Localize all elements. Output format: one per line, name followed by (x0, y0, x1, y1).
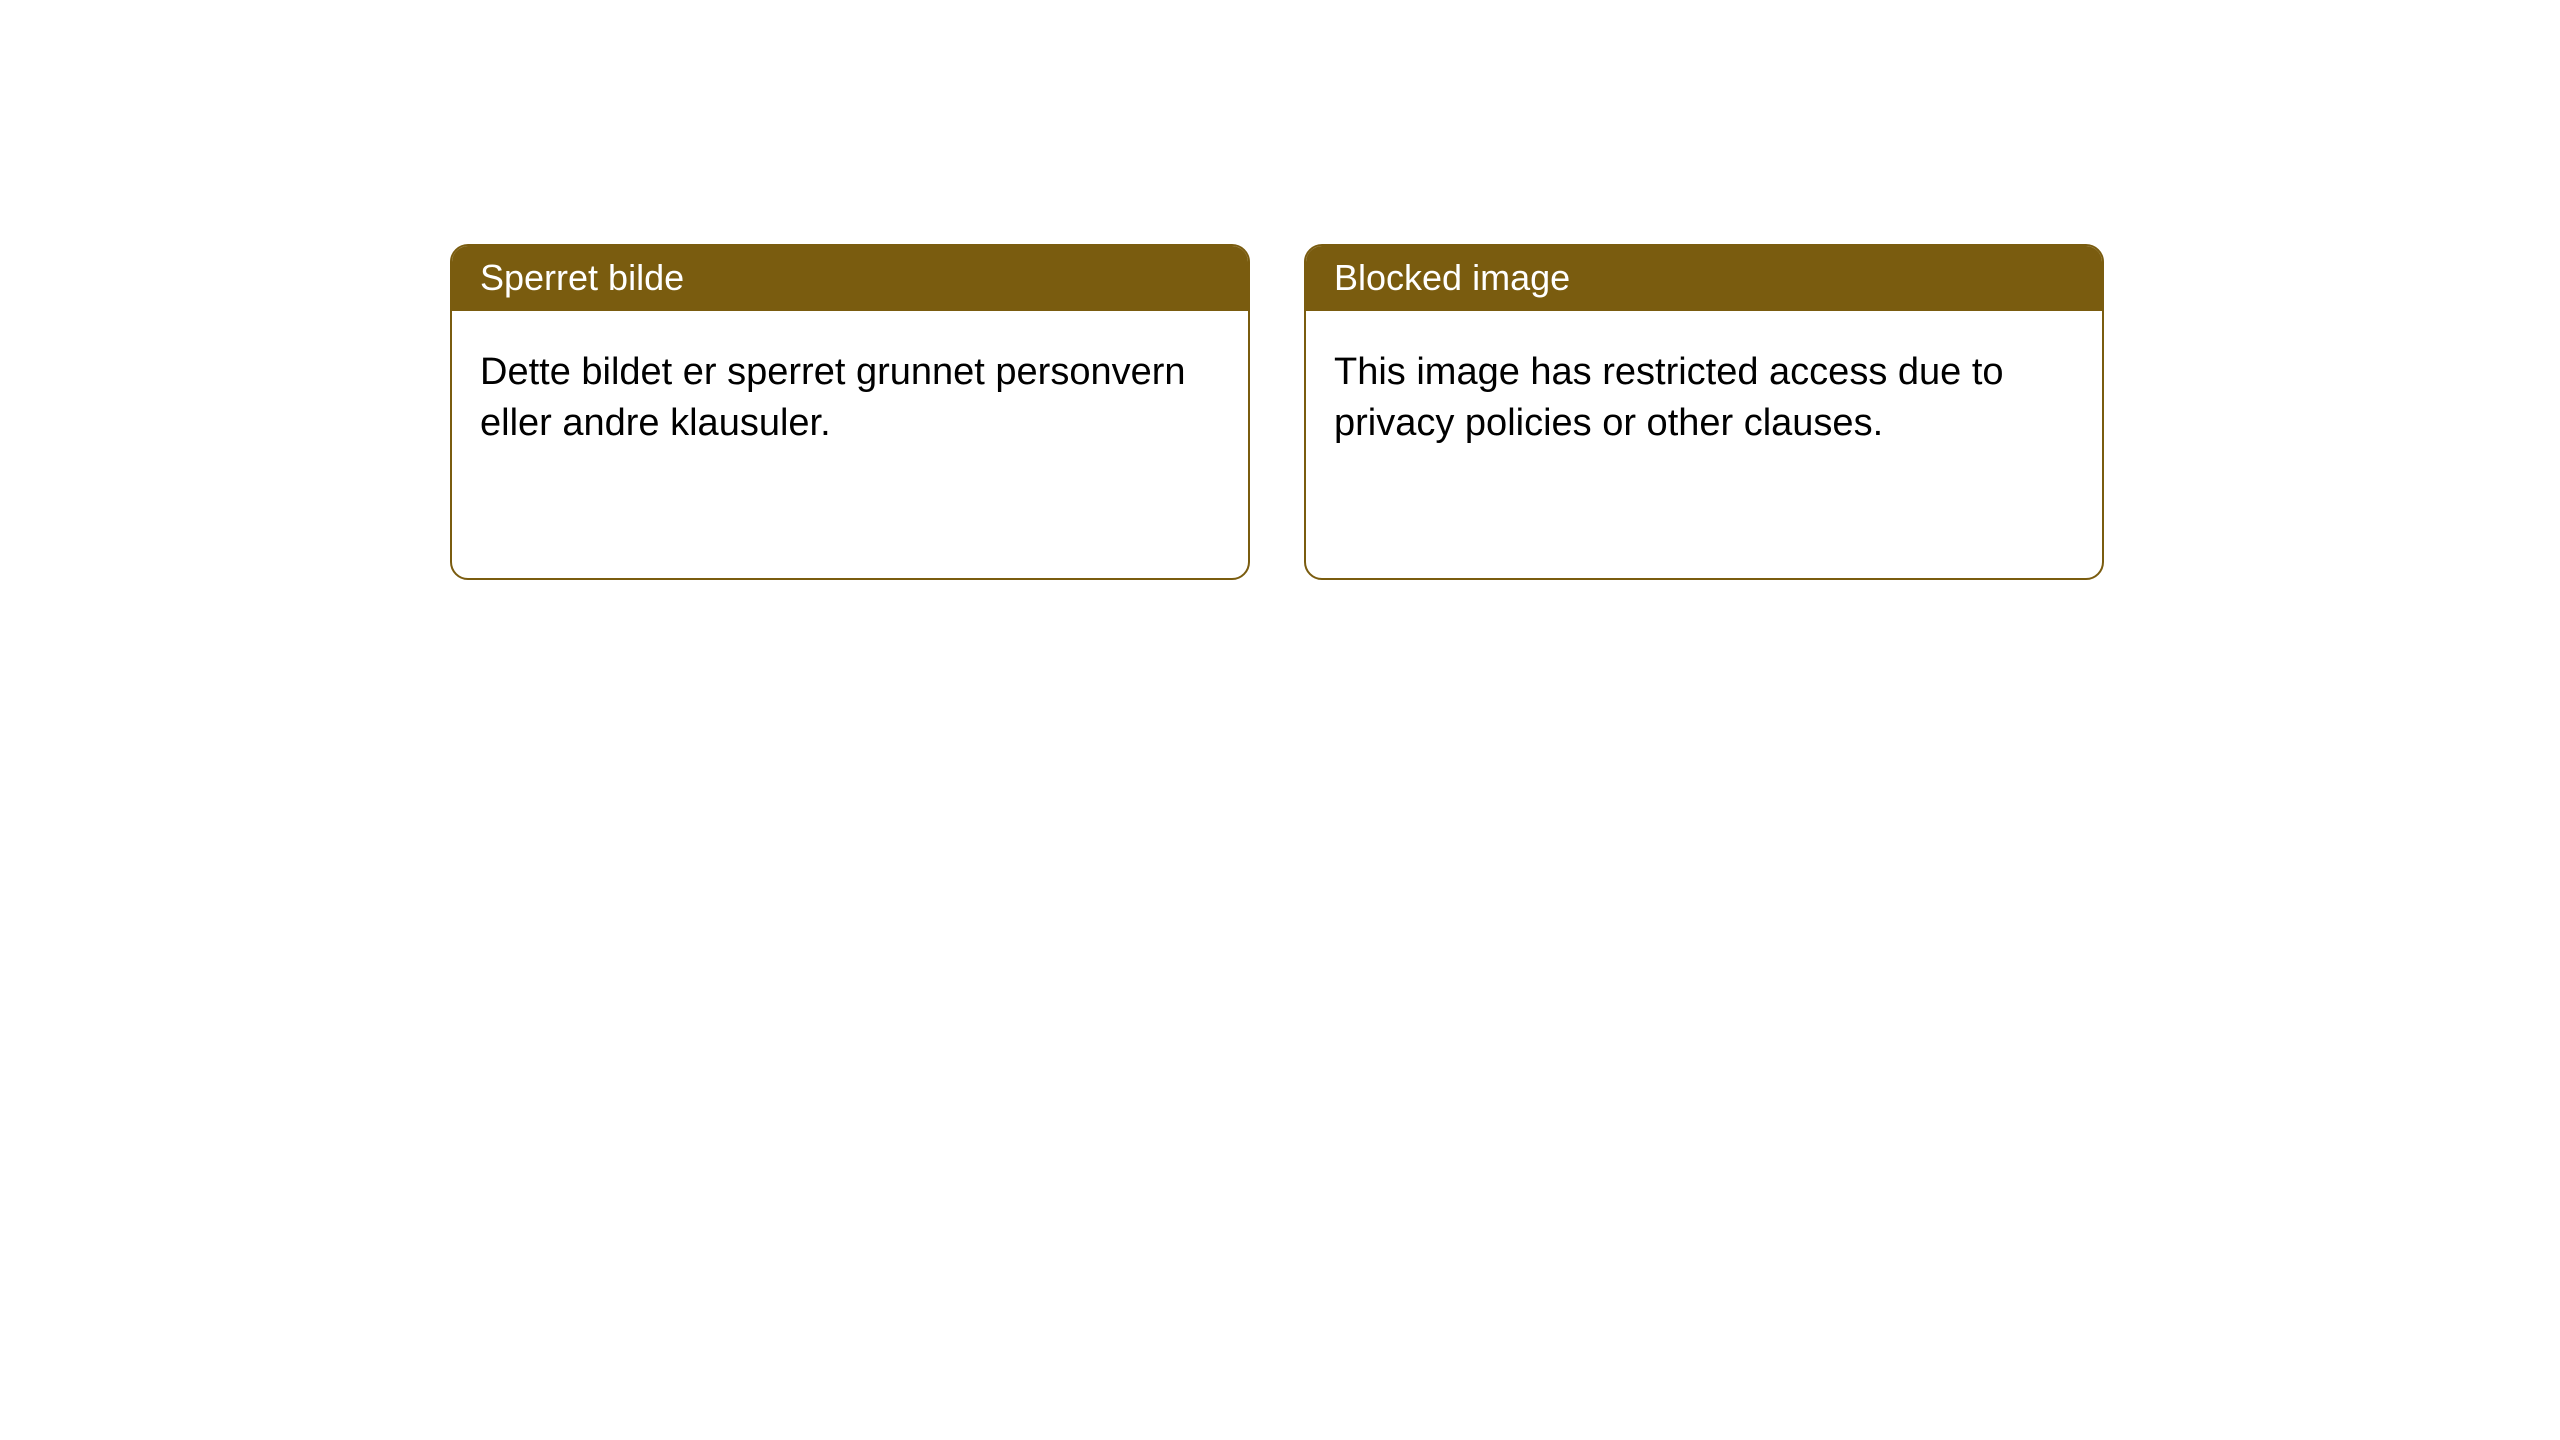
notice-container: Sperret bilde Dette bildet er sperret gr… (0, 0, 2560, 580)
notice-card-english: Blocked image This image has restricted … (1304, 244, 2104, 580)
notice-body-english: This image has restricted access due to … (1306, 311, 2102, 486)
notice-body-norwegian: Dette bildet er sperret grunnet personve… (452, 311, 1248, 486)
notice-title-english: Blocked image (1306, 246, 2102, 311)
notice-card-norwegian: Sperret bilde Dette bildet er sperret gr… (450, 244, 1250, 580)
notice-title-norwegian: Sperret bilde (452, 246, 1248, 311)
